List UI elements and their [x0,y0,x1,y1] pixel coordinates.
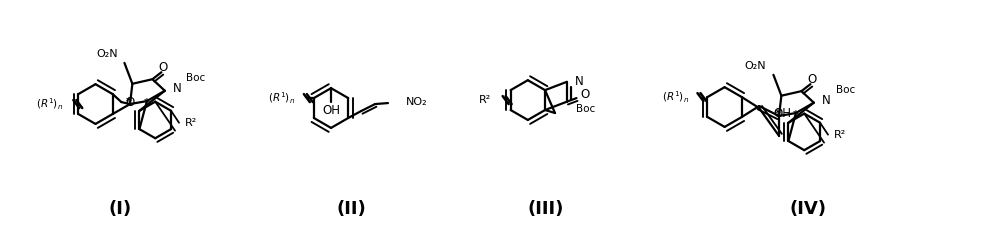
Text: $(R^1)_n$: $(R^1)_n$ [268,90,296,106]
Text: N: N [822,94,830,107]
Text: O: O [159,61,168,74]
Text: N: N [575,75,584,88]
Text: (II): (II) [336,200,366,218]
Text: O: O [125,96,135,109]
Text: N: N [173,82,181,95]
Text: (III): (III) [528,200,564,218]
Text: Boc: Boc [186,73,205,83]
Text: OH: OH [322,104,340,116]
Text: O₂N: O₂N [97,49,118,59]
Text: O: O [808,73,817,86]
Text: R²: R² [834,130,846,140]
Text: Boc: Boc [576,104,595,114]
Text: OH: OH [773,108,791,121]
Text: Boc: Boc [836,85,855,95]
Text: (IV): (IV) [790,200,827,218]
Text: NO₂: NO₂ [406,97,428,107]
Text: O₂N: O₂N [745,61,766,71]
Text: $(R^1)_n$: $(R^1)_n$ [36,96,63,112]
Text: R²: R² [185,118,197,128]
Text: $(R^1)_n$: $(R^1)_n$ [662,89,689,105]
Text: (I): (I) [109,200,132,218]
Text: *: * [775,109,781,119]
Text: *: * [126,97,132,107]
Text: R²: R² [479,95,491,105]
Text: O: O [580,88,590,101]
Text: *: * [144,98,150,108]
Text: *: * [793,110,799,120]
